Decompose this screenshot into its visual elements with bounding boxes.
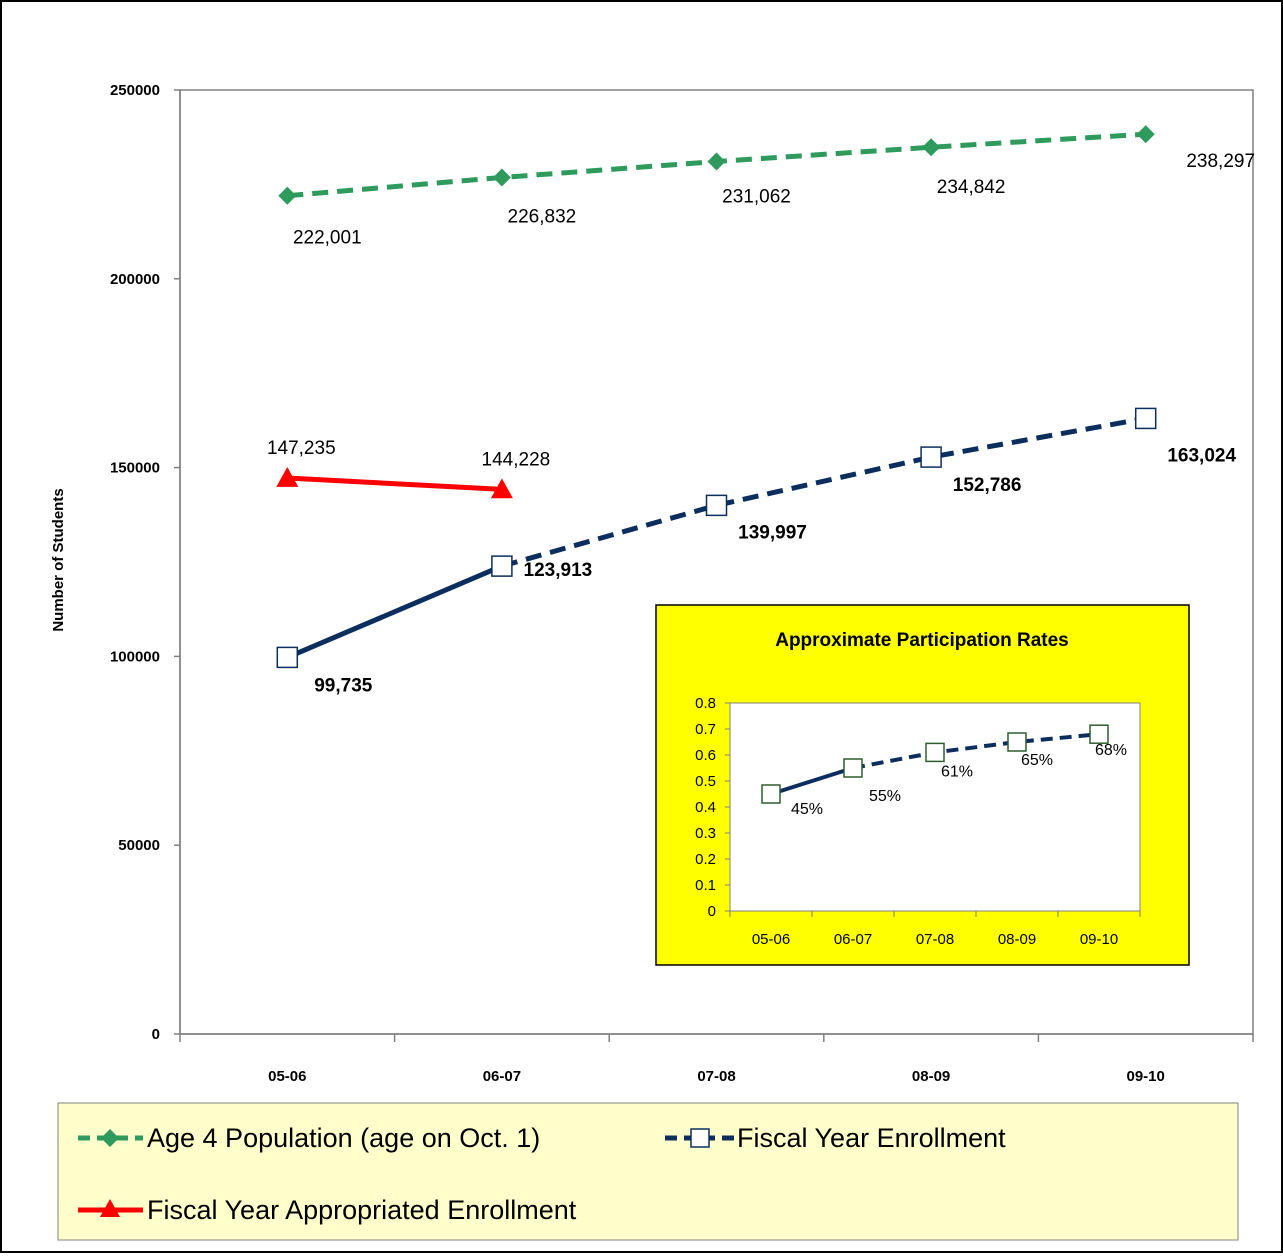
participation-data-label: 65% xyxy=(1021,752,1053,769)
legend-appropriated-label: Fiscal Year Appropriated Enrollment xyxy=(147,1195,577,1225)
participation-data-label: 68% xyxy=(1095,742,1127,759)
y-tick-label: 50000 xyxy=(118,837,160,854)
participation-data-label: 55% xyxy=(869,788,901,805)
age4-population-data-label: 222,001 xyxy=(293,228,362,249)
y-tick-label: 150000 xyxy=(110,460,160,477)
enrollment-data-label: 163,024 xyxy=(1167,445,1236,466)
enrollment-data-label: 99,735 xyxy=(314,675,373,696)
y-axis-label: Number of Students xyxy=(50,488,67,631)
age4-population-data-label: 226,832 xyxy=(508,206,577,227)
enrollment-point xyxy=(920,446,942,468)
participation-line-projected xyxy=(852,732,1100,770)
inset-x-tick-label: 05-06 xyxy=(752,931,790,948)
inset-title: Approximate Participation Rates xyxy=(775,630,1069,651)
inset-y-tick-label: 0.1 xyxy=(695,877,716,894)
inset-x-tick-label: 09-10 xyxy=(1080,931,1118,948)
enrollment-data-label: 152,786 xyxy=(953,475,1022,496)
age4-population-point xyxy=(1136,125,1155,144)
enrollment-line-actual xyxy=(286,563,503,660)
enrollment-point xyxy=(705,494,728,517)
age4-population-data-label: 231,062 xyxy=(722,187,791,208)
inset-y-tick-label: 0.8 xyxy=(695,695,716,712)
inset-y-tick-label: 0 xyxy=(708,903,716,920)
appropriated-enrollment-data-label: 147,235 xyxy=(267,438,336,459)
participation-line-actual xyxy=(770,766,854,796)
x-tick-label: 09-10 xyxy=(1127,1068,1165,1085)
participation-point xyxy=(1089,724,1109,744)
participation-point xyxy=(925,742,945,763)
participation-data-label: 61% xyxy=(941,763,973,780)
enrollment-line-projected xyxy=(501,415,1147,569)
inset-y-tick-label: 0.5 xyxy=(695,773,716,790)
y-tick-label: 0 xyxy=(152,1026,160,1043)
appropriated-enrollment-data-label: 144,228 xyxy=(482,449,551,470)
age4-population-data-label: 238,297 xyxy=(1186,151,1255,172)
x-tick-label: 05-06 xyxy=(268,1068,306,1085)
appropriated-enrollment-line xyxy=(287,475,503,492)
legend-age4-label: Age 4 Population (age on Oct. 1) xyxy=(147,1123,540,1153)
legend-age4-marker xyxy=(101,1129,119,1147)
enrollment-point xyxy=(1134,407,1157,430)
participation-point xyxy=(843,758,863,778)
inset-x-tick-label: 08-09 xyxy=(998,931,1036,948)
age4-population-point xyxy=(492,168,511,187)
age4-population-point xyxy=(922,138,941,157)
age4-population-data-label: 234,842 xyxy=(937,177,1006,198)
appropriated-enrollment-point xyxy=(276,467,299,487)
legend-appropriated-marker xyxy=(100,1199,120,1217)
legend-box xyxy=(57,1102,1239,1241)
age4-population-point xyxy=(278,186,297,205)
x-tick-label: 06-07 xyxy=(483,1068,521,1085)
y-tick-label: 200000 xyxy=(110,271,160,288)
enrollment-data-label: 139,997 xyxy=(738,522,807,543)
legend-enrollment-label: Fiscal Year Enrollment xyxy=(737,1123,1006,1153)
enrollment-point xyxy=(276,646,299,669)
legend-enrollment-marker xyxy=(690,1128,710,1148)
y-tick-label: 250000 xyxy=(110,82,160,99)
enrollment-data-label: 123,913 xyxy=(524,560,593,581)
inset-y-tick-label: 0.7 xyxy=(695,721,716,738)
participation-point xyxy=(1007,732,1027,752)
inset-y-tick-label: 0.3 xyxy=(695,825,716,842)
inset-y-tick-label: 0.6 xyxy=(695,747,716,764)
inset-y-tick-label: 0.2 xyxy=(695,851,716,868)
enrollment-point xyxy=(491,555,513,577)
inset-x-tick-label: 06-07 xyxy=(834,931,872,948)
x-tick-label: 08-09 xyxy=(912,1068,950,1085)
participation-data-label: 45% xyxy=(791,801,823,818)
appropriated-enrollment-point xyxy=(490,478,513,499)
inset-y-tick-label: 0.4 xyxy=(695,799,716,816)
x-tick-label: 07-08 xyxy=(697,1068,735,1085)
y-tick-label: 100000 xyxy=(110,648,160,665)
age4-population-point xyxy=(707,152,726,171)
participation-point xyxy=(761,784,781,804)
inset-x-tick-label: 07-08 xyxy=(916,931,954,948)
